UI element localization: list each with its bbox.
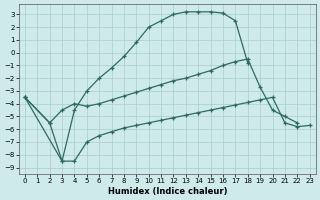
X-axis label: Humidex (Indice chaleur): Humidex (Indice chaleur) [108,187,227,196]
